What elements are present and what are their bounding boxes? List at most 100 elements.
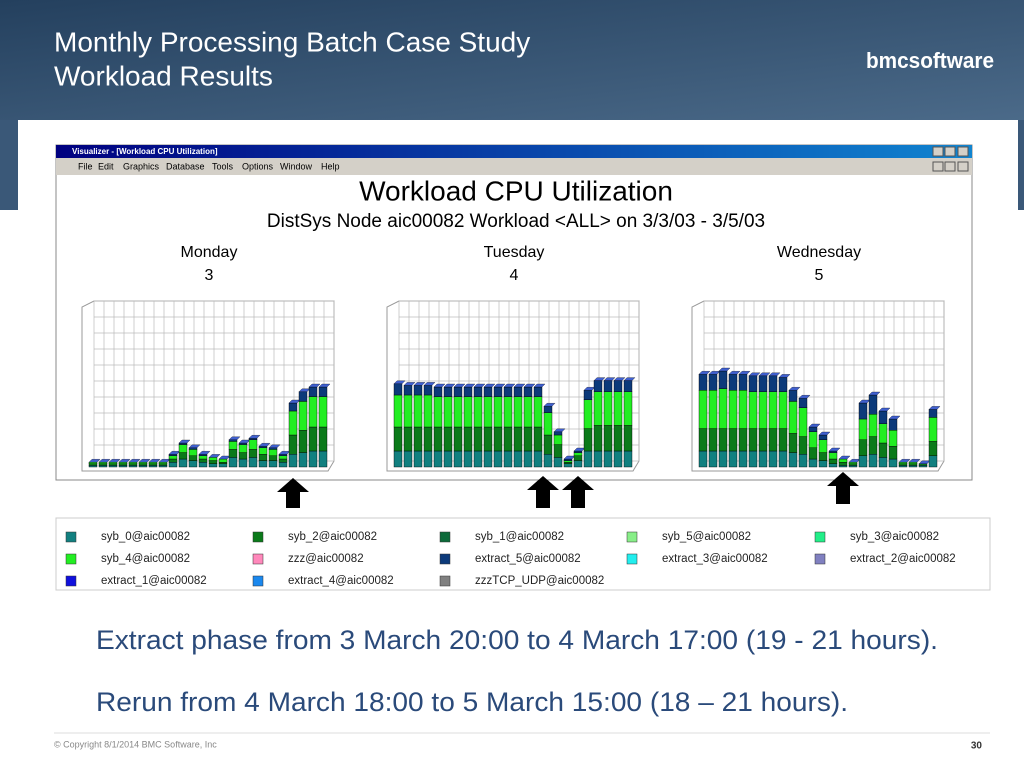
bar-segment xyxy=(258,460,268,468)
bar-segment xyxy=(218,462,228,465)
bar-segment xyxy=(728,428,738,452)
bar-segment xyxy=(868,394,878,415)
edge xyxy=(0,120,18,210)
bar-segment xyxy=(158,465,168,468)
bar-segment xyxy=(543,434,553,455)
bar-top xyxy=(128,459,141,463)
bar-segment xyxy=(188,447,198,450)
bar-top xyxy=(228,436,241,440)
menu-item: Edit xyxy=(98,161,114,171)
bar-segment xyxy=(768,375,778,392)
menu-item: Help xyxy=(321,161,340,171)
bar-top xyxy=(433,383,446,388)
bar-segment xyxy=(868,454,878,468)
bar-segment xyxy=(818,439,828,453)
bar-segment xyxy=(473,396,483,428)
legend-label: extract_4@aic00082 xyxy=(288,575,394,587)
bar-segment xyxy=(463,426,473,452)
bar-segment xyxy=(878,457,888,468)
bar-segment xyxy=(413,394,423,428)
bar-segment xyxy=(413,426,423,452)
legend-label: extract_5@aic00082 xyxy=(475,553,581,565)
bar-top xyxy=(888,415,901,420)
bar-segment xyxy=(768,391,778,429)
bar-segment xyxy=(463,450,473,468)
bar-segment xyxy=(483,426,493,452)
bar-segment xyxy=(198,458,208,463)
bar-segment xyxy=(128,462,138,465)
bar-segment xyxy=(268,460,278,468)
bar-top xyxy=(403,382,416,386)
bar-segment xyxy=(533,396,543,428)
bar-segment xyxy=(118,463,128,466)
bar-top xyxy=(118,459,131,463)
bar-top xyxy=(868,391,881,396)
menu-bar xyxy=(56,158,972,175)
bar-segment xyxy=(778,450,788,468)
bar-segment xyxy=(553,457,563,468)
legend-swatch xyxy=(439,531,451,543)
bar-segment xyxy=(808,426,818,433)
legend-label: syb_4@aic00082 xyxy=(101,553,190,565)
bar-top xyxy=(928,406,941,410)
bar-segment xyxy=(563,462,573,465)
menu-item: Window xyxy=(280,161,313,171)
bar-segment xyxy=(808,431,818,448)
bar-segment xyxy=(503,450,513,468)
bar-segment xyxy=(423,394,433,428)
bar-segment xyxy=(738,374,748,391)
bar-segment xyxy=(728,450,738,468)
bar-segment xyxy=(603,450,613,468)
bar-segment xyxy=(513,386,523,397)
bar-segment xyxy=(228,449,238,458)
bar-segment xyxy=(603,425,613,452)
bar-segment xyxy=(493,426,503,452)
bar-segment xyxy=(423,385,433,396)
bar-segment xyxy=(623,380,633,393)
page-number: 30 xyxy=(971,741,983,752)
bar-segment xyxy=(308,386,318,397)
bar-segment xyxy=(268,447,278,450)
bar-segment xyxy=(108,465,118,468)
bar-segment xyxy=(513,396,523,428)
bar-segment xyxy=(453,426,463,452)
bar-segment xyxy=(148,463,158,466)
bar-top xyxy=(738,371,751,375)
legend-label: syb_1@aic00082 xyxy=(475,531,564,543)
bar-top xyxy=(613,377,626,381)
bar-segment xyxy=(778,391,788,429)
bar-segment xyxy=(523,426,533,452)
bar-segment xyxy=(868,436,878,455)
legend-swatch xyxy=(814,553,826,565)
bar-segment xyxy=(838,462,848,466)
bar-top xyxy=(603,377,616,381)
legend: syb_0@aic00082 syb_2@aic00082 syb_1@aic000… xyxy=(65,531,956,587)
bar-segment xyxy=(168,455,178,460)
bar-segment xyxy=(583,428,593,452)
bar-segment xyxy=(198,455,208,460)
bar-segment xyxy=(288,434,298,455)
bar-segment xyxy=(738,390,748,429)
bar-segment xyxy=(108,463,118,466)
bar-segment xyxy=(148,465,158,468)
bar-segment xyxy=(463,396,473,428)
bar-segment xyxy=(698,428,708,452)
bar-segment xyxy=(698,390,708,429)
bar-top xyxy=(258,443,271,447)
bar-segment xyxy=(208,457,218,461)
bar-top xyxy=(533,383,546,388)
bar-top xyxy=(758,372,771,376)
bar-top xyxy=(698,371,711,375)
bar-segment xyxy=(708,428,718,452)
bar-top xyxy=(503,383,516,388)
bar-top xyxy=(198,451,211,455)
slide-title: Workload Results xyxy=(54,60,273,91)
bar-segment xyxy=(798,407,808,437)
bar-segment xyxy=(278,455,288,460)
bar-segment xyxy=(308,450,318,468)
bar-top xyxy=(523,383,536,388)
bar-segment xyxy=(168,462,178,468)
bar-segment xyxy=(738,450,748,468)
bar-segment xyxy=(248,449,258,458)
bar-segment xyxy=(908,463,918,466)
